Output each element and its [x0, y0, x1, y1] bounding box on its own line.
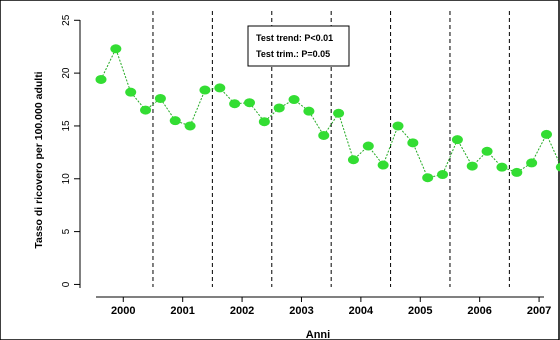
x-tick-label: 2004	[349, 305, 374, 317]
y-tick-label: 15	[61, 120, 72, 132]
data-point	[154, 93, 166, 103]
data-point	[125, 87, 137, 97]
y-axis-title: Tasso di ricovero per 100.000 adulti	[33, 71, 45, 248]
data-point	[481, 146, 493, 156]
data-point	[526, 158, 538, 168]
data-point	[95, 74, 107, 84]
data-point	[140, 105, 152, 115]
data-point	[273, 103, 285, 113]
data-point	[362, 141, 374, 151]
y-tick-label: 25	[61, 14, 72, 26]
data-point	[496, 162, 508, 172]
x-tick-label: 2005	[408, 305, 432, 317]
x-tick-label: 2006	[467, 305, 491, 317]
data-point	[555, 162, 560, 172]
y-tick-label: 20	[61, 67, 72, 79]
data-point	[288, 95, 300, 105]
data-point	[437, 170, 449, 180]
data-point	[466, 161, 478, 171]
data-point	[318, 130, 330, 140]
data-point	[244, 98, 255, 108]
data-point	[184, 121, 196, 131]
y-tick-label: 5	[61, 228, 72, 234]
x-tick-label: 2002	[230, 305, 254, 317]
x-tick-label: 2000	[111, 305, 135, 317]
data-point	[377, 160, 389, 170]
data-point	[347, 155, 359, 165]
data-point	[229, 99, 241, 109]
data-point	[511, 167, 523, 177]
annotation-box: Test trend: P<0.01 Test trim.: P=0.05	[247, 25, 350, 67]
data-point	[407, 138, 419, 148]
y-tick-label: 0	[61, 281, 72, 287]
data-point	[422, 173, 434, 183]
data-point	[392, 121, 404, 131]
y-ticks: 0 5 10 15 20 25	[61, 14, 80, 287]
y-tick-label: 10	[61, 173, 72, 185]
data-point	[333, 108, 345, 118]
x-axis-title: Anni	[306, 329, 330, 340]
x-tick-label: 2007	[527, 305, 551, 317]
x-tick-label: 2003	[289, 305, 313, 317]
data-points	[95, 44, 560, 183]
series-line	[100, 47, 560, 179]
annotation-trim: Test trim.: P=0.05	[256, 49, 330, 59]
data-point	[303, 106, 315, 116]
data-point	[110, 44, 122, 54]
data-point	[199, 85, 211, 95]
x-tick-label: 2001	[170, 305, 194, 317]
data-point	[258, 117, 270, 127]
x-ticks: 2000 2001 2002 2003 2004 2005 2006 2007	[111, 297, 551, 317]
data-point	[541, 129, 552, 139]
data-point	[214, 83, 226, 93]
annotation-trend: Test trend: P<0.01	[256, 33, 333, 43]
data-point	[169, 116, 181, 126]
data-point	[451, 135, 463, 145]
